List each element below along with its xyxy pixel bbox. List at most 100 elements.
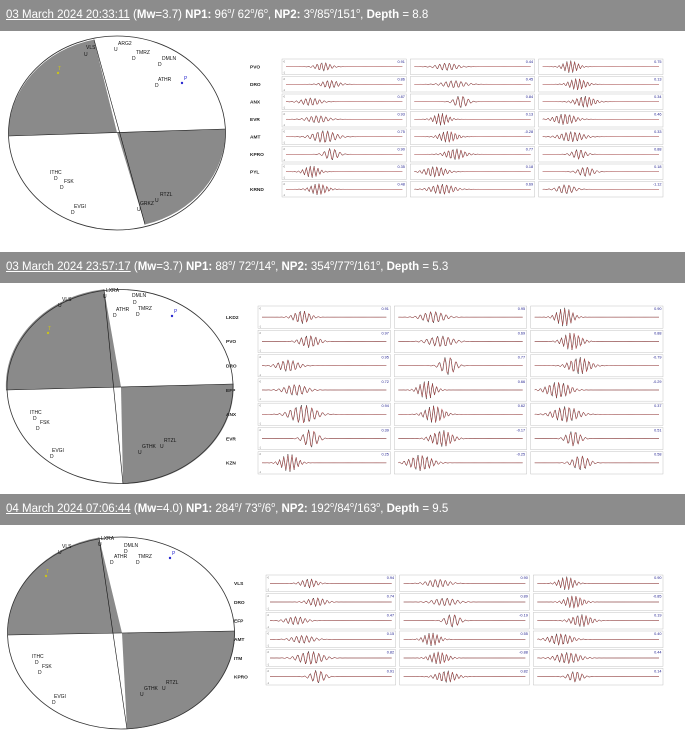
compressional-quadrant-upper: [5, 289, 121, 390]
np1-rake: 6: [264, 503, 272, 515]
synthetic-waveform: [414, 95, 531, 107]
station-label: EVGI: [74, 204, 86, 210]
station-polarity: U: [58, 550, 62, 556]
trace-station-label: EVR: [250, 117, 260, 123]
correlation-coefficient: 0.95: [381, 356, 388, 360]
synthetic-waveform: [261, 384, 387, 395]
correlation-coefficient: 0.55: [520, 632, 527, 636]
station-polarity: U: [103, 294, 107, 300]
station-label: ITHC: [32, 654, 44, 660]
correlation-coefficient: 0.86: [397, 78, 404, 82]
synthetic-waveform: [286, 183, 403, 195]
correlation-coefficient: 0.35: [397, 165, 404, 169]
correlation-coefficient: 0.74: [387, 595, 394, 599]
synthetic-waveform: [269, 651, 392, 666]
correlation-coefficient: 0.75: [654, 60, 661, 64]
station-label: VLS: [62, 544, 72, 550]
synthetic-waveform: [262, 455, 387, 471]
trace-tick-label: -1: [259, 446, 262, 450]
beachball-outline: [7, 536, 235, 730]
trace-panel: -0 -1 0.74: [265, 593, 396, 611]
trace-panel: 0.18: [538, 163, 664, 180]
correlation-coefficient: 0.44: [654, 651, 661, 655]
synthetic-waveform: [285, 97, 403, 106]
nodal-plane-2: [93, 39, 146, 225]
station-label: VLS: [86, 45, 96, 51]
trace-panel: -0 -1 0.94: [257, 402, 391, 426]
correlation-coefficient: -0.28: [525, 130, 534, 134]
synthetic-waveform: [270, 670, 392, 683]
trace-panel: -0 -1 0.86: [281, 76, 407, 93]
trace-tick-label: -0: [283, 182, 286, 186]
event-mw: 4.0: [162, 503, 179, 515]
focal-mechanism-beachball: T P VLS U LXRA U DMLN D ATHR D TMRZ D IT…: [5, 288, 234, 485]
correlation-coefficient: -0.29: [653, 380, 662, 384]
trace-panel: -0 -1 0.91: [265, 668, 396, 686]
synthetic-waveform: [537, 596, 659, 609]
trace-tick-label: -1: [283, 71, 286, 75]
correlation-coefficient: 0.84: [526, 95, 533, 99]
station-polarity: D: [132, 56, 136, 62]
correlation-coefficient: 0.75: [397, 130, 404, 134]
t-axis-marker: [46, 331, 50, 335]
station-polarity: U: [140, 692, 144, 698]
synthetic-waveform: [398, 406, 523, 423]
np1-dip: 72: [238, 261, 252, 273]
nodal-plane-2: [103, 289, 124, 485]
station-polarity: U: [138, 450, 142, 456]
station-label: EVGI: [54, 694, 66, 700]
station-polarity: U: [137, 207, 141, 213]
correlation-coefficient: -0.25: [517, 453, 526, 457]
synthetic-waveform: [403, 652, 526, 664]
np1-strike: 88: [215, 261, 229, 273]
trace-tick-label: -1: [283, 88, 286, 92]
trace-tick-label: -0: [259, 331, 262, 335]
station-polarity: U: [162, 686, 166, 692]
trace-tick-label: -1: [259, 324, 262, 328]
trace-panel: -0.19: [399, 612, 530, 630]
station-label: DMLN: [124, 543, 139, 549]
synthetic-waveform: [403, 670, 526, 682]
trace-panel: 0.34: [538, 93, 664, 110]
station-polarity: D: [136, 312, 140, 318]
station-polarity: D: [33, 416, 37, 422]
correlation-coefficient: 0.88: [654, 331, 661, 335]
trace-tick-label: -1: [283, 123, 286, 127]
p-axis-label: P: [172, 551, 176, 557]
correlation-coefficient: 0.25: [381, 453, 388, 457]
correlation-coefficient: 0.18: [654, 165, 661, 169]
trace-panel: 0.18: [410, 163, 535, 180]
synthetic-waveform: [414, 131, 531, 143]
event-3: 04 March 2024 07:06:44 (Mw=4.0) NP1: 284…: [0, 494, 685, 746]
event-date: 04 March 2024 07:06:44: [6, 503, 131, 515]
correlation-coefficient: 0.90: [654, 576, 661, 580]
station-polarity: D: [136, 560, 140, 566]
synthetic-waveform: [398, 455, 523, 471]
trace-panel: -0 -1 0.93: [281, 111, 407, 128]
trace-tick-label: -1: [267, 681, 270, 685]
trace-panel: 0.44: [533, 649, 664, 667]
correlation-coefficient: 0.82: [520, 669, 527, 673]
correlation-coefficient: 0.15: [387, 632, 394, 636]
trace-panel: 0.69: [410, 181, 535, 198]
np2-rake: 163: [357, 503, 377, 515]
trace-tick-label: -0: [267, 594, 270, 598]
trace-panel: -0.29: [530, 378, 664, 402]
station-label: GTHK: [142, 444, 157, 450]
trace-panel: -0 -1 0.90: [281, 146, 407, 163]
synthetic-waveform: [542, 114, 659, 125]
station-polarity: D: [35, 660, 39, 666]
trace-tick-label: -1: [267, 606, 270, 610]
trace-panel: 0.45: [410, 76, 535, 93]
np2-dip: 84: [337, 503, 350, 515]
trace-tick-label: -0: [283, 60, 286, 64]
correlation-coefficient: 0.69: [518, 331, 525, 335]
correlation-coefficient: 0.37: [654, 404, 661, 408]
trace-panel: 0.44: [410, 58, 535, 75]
station-polarity: U: [160, 444, 164, 450]
nodal-plane-1: [5, 383, 234, 391]
trace-station-label: EFP: [234, 618, 244, 624]
trace-panel: 0.13: [410, 111, 535, 128]
nodal-plane-1: [8, 128, 226, 137]
trace-tick-label: -0: [267, 576, 270, 580]
